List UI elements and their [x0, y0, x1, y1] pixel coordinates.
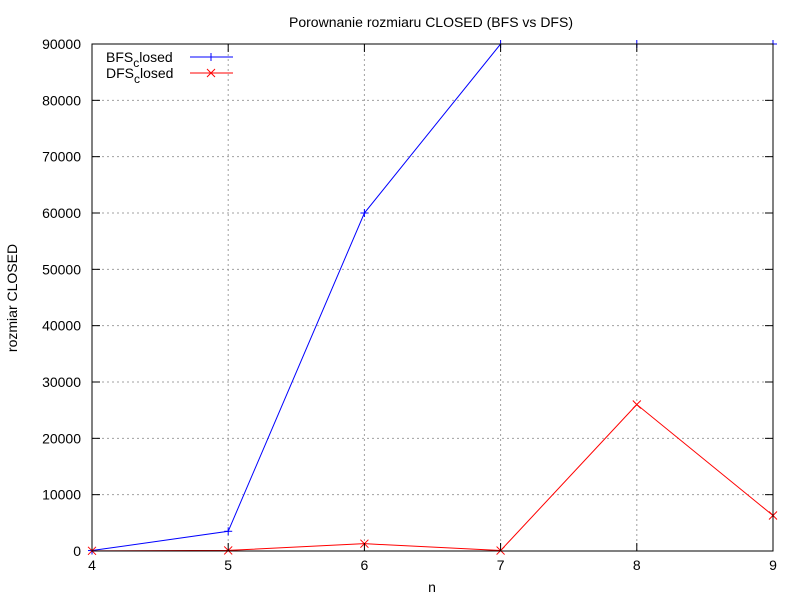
- x-tick-label: 8: [633, 557, 641, 573]
- x-tick-label: 5: [224, 557, 232, 573]
- data-point-DFSclosed: [632, 400, 642, 409]
- y-tick-label: 50000: [42, 261, 81, 277]
- y-tick-label: 70000: [42, 149, 81, 165]
- series-line-BFSclosed: [91, 43, 773, 552]
- plot-area: [87, 40, 778, 556]
- legend-marker-DFSclosed: [206, 68, 216, 78]
- y-tick-label: 60000: [42, 205, 81, 221]
- y-tick-label: 90000: [42, 36, 81, 52]
- data-point-BFSclosed: [224, 527, 233, 536]
- y-tick-label: 20000: [42, 430, 81, 446]
- y-tick-label: 0: [73, 543, 81, 559]
- x-tick-label: 7: [497, 557, 505, 573]
- x-tick-label: 4: [88, 557, 96, 573]
- series-line-DFSclosed: [91, 403, 774, 552]
- legend-label-BFSclosed: BFSclosed: [106, 49, 173, 70]
- y-tick-label: 10000: [42, 487, 81, 503]
- grid: [92, 44, 773, 551]
- plot-frame: [91, 43, 774, 552]
- y-tick-label: 30000: [42, 374, 81, 390]
- y-tick-label: 40000: [42, 318, 81, 334]
- y-tick-label: 80000: [42, 92, 81, 108]
- chart-title: Porownanie rozmiaru CLOSED (BFS vs DFS): [289, 14, 573, 30]
- legend-label-DFSclosed: DFSclosed: [106, 65, 173, 86]
- x-tick-label: 6: [361, 557, 369, 573]
- y-axis-label: rozmiar CLOSED: [4, 244, 20, 352]
- axes: 4 5 6 7 8 9 0 10000 20000 30000 40000 50000 60000 700…: [42, 36, 777, 573]
- data-point-BFSclosed: [360, 209, 369, 217]
- legend-marker-BFSclosed: [207, 53, 215, 61]
- x-axis-label: n: [428, 579, 436, 595]
- x-tick-label: 9: [769, 557, 777, 573]
